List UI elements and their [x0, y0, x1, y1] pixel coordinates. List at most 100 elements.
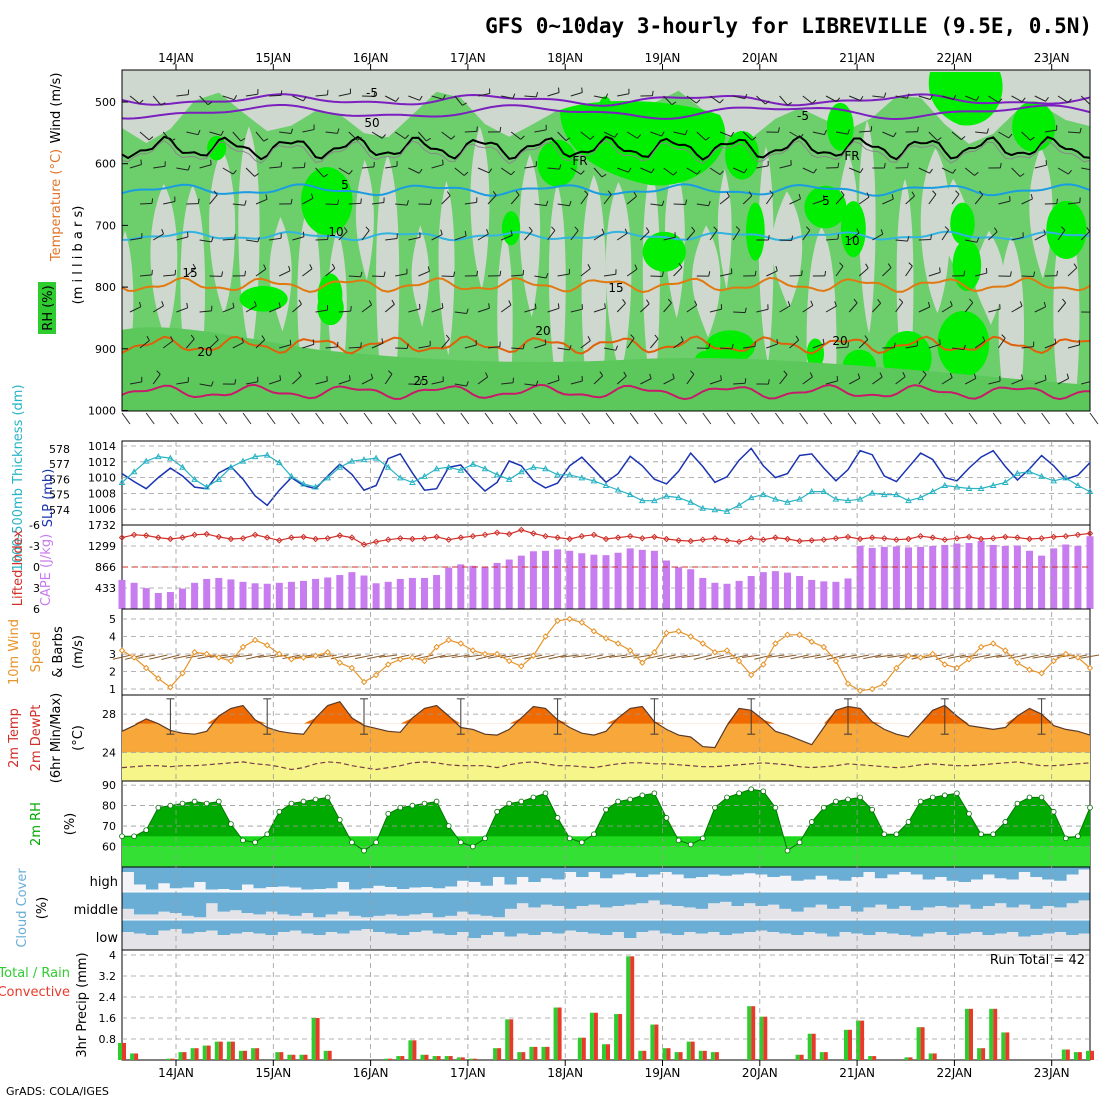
top-date-label: 21JAN	[839, 51, 875, 65]
precip-conv-bar	[920, 1027, 925, 1060]
upper-barb-staff	[152, 305, 164, 313]
thickness-point	[433, 465, 440, 472]
wind10m-barb	[754, 654, 773, 660]
upper-barb-staff	[872, 233, 884, 241]
rh-moist-blob	[746, 202, 765, 261]
upper-barb-staff	[719, 131, 732, 137]
upper-barb-staff	[255, 131, 265, 142]
upper-barb-flag	[544, 339, 547, 345]
upper-barb-flag	[879, 372, 883, 378]
thickness-point	[663, 492, 670, 499]
upper-barb-staff	[534, 343, 546, 349]
rh2m-point	[1087, 804, 1093, 811]
precip-conv-bar	[799, 1054, 804, 1060]
rh2m-point	[324, 794, 331, 801]
thickness-tick-label: 578	[49, 443, 70, 456]
cloud-bar	[456, 892, 470, 912]
cloud-bar	[229, 892, 243, 911]
cloud-bar	[301, 920, 314, 934]
upper-barb-flag	[1043, 229, 1046, 235]
upper-barb-staff	[199, 95, 209, 106]
thickness-point	[868, 489, 876, 496]
wind10m-point	[348, 664, 356, 672]
contour-label: 25	[413, 374, 428, 388]
lifted-index-point	[155, 534, 162, 541]
upper-barb-flag	[146, 335, 150, 341]
cloud-bar	[301, 892, 314, 913]
upper-barb-flag	[520, 135, 525, 140]
wind10m-barb	[947, 654, 966, 659]
upper-barb-flag	[667, 298, 672, 304]
upper-barb-staff	[534, 203, 547, 207]
cloud-bar	[193, 892, 207, 918]
upper-barb-flag	[857, 373, 861, 379]
cape-bar	[324, 577, 332, 609]
rh2m-point	[869, 806, 875, 813]
cape-bar	[602, 555, 610, 609]
surface-barb	[944, 412, 954, 425]
lifted-index-point	[1002, 533, 1009, 541]
precip-grid	[122, 954, 1090, 1040]
upper-barb-staff	[139, 202, 153, 205]
thickness-point	[251, 453, 259, 460]
upper-barb-flag	[1008, 133, 1013, 139]
thickness-point	[747, 494, 755, 501]
upper-barb-flag	[140, 159, 142, 165]
cloud-bar	[1054, 920, 1067, 932]
upper-barb-staff	[593, 307, 606, 313]
upper-barb-staff	[988, 95, 999, 103]
rh-moist-blob	[1046, 200, 1087, 259]
thickness-point	[602, 481, 610, 488]
cloud-bar	[803, 920, 816, 932]
upper-barb-flag	[442, 94, 446, 100]
upper-barb-staff	[812, 131, 825, 136]
upper-barb-staff	[872, 95, 885, 98]
upper-barb-flag	[864, 335, 869, 340]
upper-barb-staff	[441, 338, 450, 349]
upper-barb-flag	[348, 375, 351, 381]
cape-bar	[1074, 545, 1082, 609]
upper-barb-staff	[789, 131, 801, 139]
upper-barb-flag	[891, 194, 894, 200]
cloud-bar	[516, 892, 529, 904]
precip-total-bar	[251, 1048, 256, 1060]
cape-bar	[590, 554, 598, 609]
lifted-index-point	[118, 534, 126, 541]
precip-panel: 43.22.41.60.8 Run Total = 42 Total / Rai…	[0, 949, 1094, 1061]
wind10m-point	[469, 647, 477, 654]
upper-barb-staff	[663, 236, 676, 241]
upper-barb-staff	[895, 95, 908, 99]
upper-barb-flag	[464, 230, 467, 237]
upper-barb-staff	[858, 339, 869, 349]
temp2m-axis-label-a: 2m Temp	[7, 708, 22, 768]
upper-barb-staff	[408, 167, 420, 174]
upper-barb-flag	[210, 381, 214, 387]
cloud-bar	[755, 920, 768, 931]
upper-barb-staff	[547, 167, 560, 170]
upper-barb-flag	[883, 92, 887, 98]
upper-barb-staff	[222, 167, 234, 175]
thickness-point	[324, 474, 332, 481]
cloud-axis-units: (%)	[35, 897, 50, 920]
wind10m-point	[639, 659, 646, 666]
upper-air-axis-labels: Wind (m/s) Temperature (°C) (m i l l i b…	[38, 73, 86, 334]
upper-barb-flag	[1019, 173, 1025, 177]
wind10m-barb	[887, 654, 906, 659]
upper-barb-flag	[391, 299, 395, 305]
cape-bar	[1026, 550, 1033, 609]
upper-barb-flag	[298, 371, 302, 377]
day-gridlines	[175, 441, 1053, 1060]
upper-barb-flag	[161, 301, 164, 307]
wind10m-barb	[185, 654, 204, 659]
thickness-point	[1074, 481, 1082, 488]
rh2m-point	[506, 800, 513, 807]
upper-barb-flag	[1079, 127, 1082, 133]
cloud-bar	[528, 920, 541, 935]
lifted-index-point	[735, 538, 743, 546]
cloud-bar	[205, 867, 219, 890]
wind10m-point	[324, 649, 331, 656]
upper-barb-flag	[999, 162, 1002, 168]
upper-barb-staff	[269, 379, 281, 385]
cloud-bar	[1078, 920, 1091, 934]
